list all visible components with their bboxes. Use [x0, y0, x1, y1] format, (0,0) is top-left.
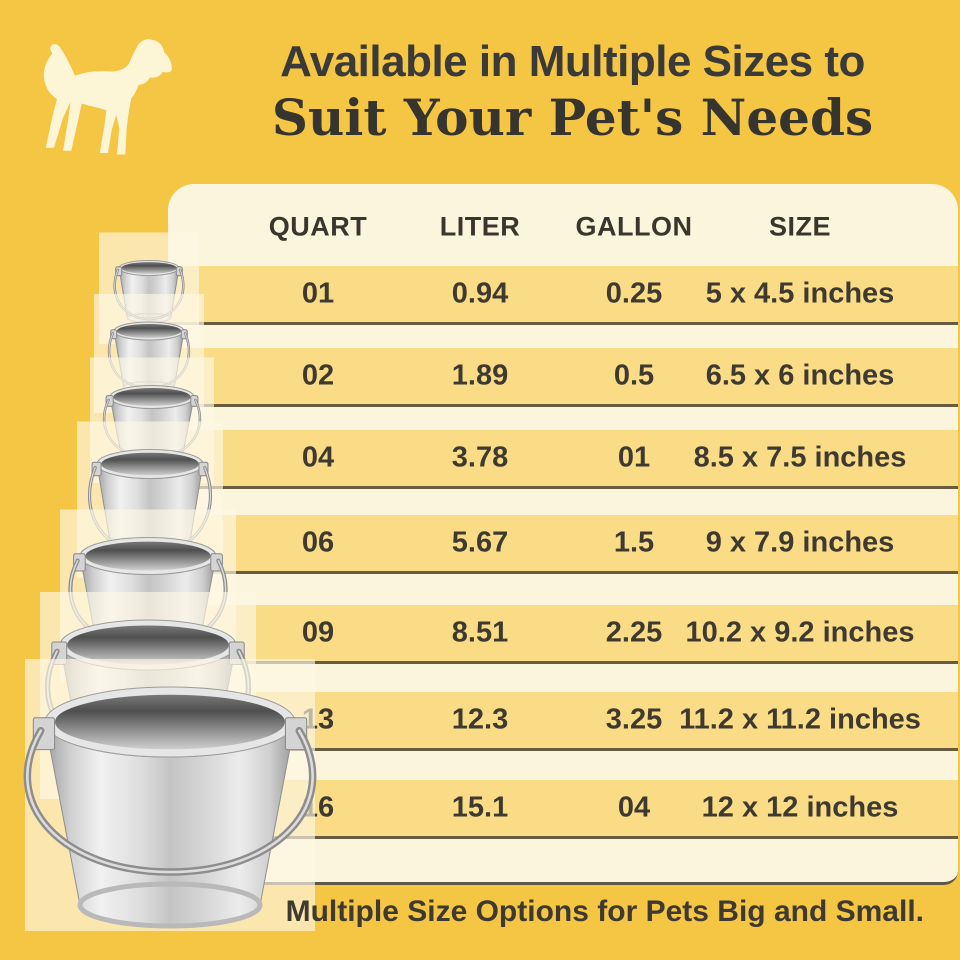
cell-gallon: 01	[617, 441, 651, 474]
cell-size: 10.2 x 9.2 inches	[685, 616, 915, 649]
cell-liter: 5.67	[451, 526, 509, 559]
cell-gallon: 3.25	[605, 703, 663, 736]
size-table-panel: QUART LITER GALLON SIZE 01 0.94 0.25 5 x…	[168, 184, 958, 885]
table-row: 06 5.67 1.5 9 x 7.9 inches	[168, 515, 958, 574]
title-line-1: Available in Multiple Sizes to	[280, 37, 865, 86]
column-header-gallon: GALLON	[575, 211, 693, 242]
cell-quart: 02	[301, 359, 335, 392]
cell-quart: 04	[301, 441, 335, 474]
cell-gallon: 04	[617, 791, 651, 824]
title-line-2: Suit Your Pet's Needs	[271, 88, 874, 147]
cell-size: 12 x 12 inches	[701, 791, 899, 824]
cell-size: 8.5 x 7.5 inches	[693, 441, 907, 474]
footer-caption: Multiple Size Options for Pets Big and S…	[285, 895, 924, 928]
cell-gallon: 2.25	[605, 616, 663, 649]
table-row: 04 3.78 01 8.5 x 7.5 inches	[168, 430, 958, 489]
cell-quart: 09	[301, 616, 335, 649]
cell-quart: 01	[301, 277, 335, 310]
cell-size: 5 x 4.5 inches	[705, 277, 895, 310]
cell-liter: 3.78	[451, 441, 509, 474]
title-block: Available in Multiple Sizes to Suit Your…	[185, 34, 960, 147]
cell-liter: 15.1	[451, 791, 509, 824]
table-row: 01 0.94 0.25 5 x 4.5 inches	[168, 266, 958, 325]
cell-liter: 1.89	[451, 359, 509, 392]
cell-gallon: 0.5	[613, 359, 655, 392]
table-row: 02 1.89 0.5 6.5 x 6 inches	[168, 348, 958, 407]
cell-liter: 0.94	[451, 277, 509, 310]
cell-quart: 06	[301, 526, 335, 559]
dog-icon	[43, 39, 172, 155]
cell-size: 9 x 7.9 inches	[705, 526, 895, 559]
cell-size: 11.2 x 11.2 inches	[679, 703, 921, 736]
cell-liter: 12.3	[451, 703, 509, 736]
table-row: 09 8.51 2.25 10.2 x 9.2 inches	[168, 605, 958, 664]
cell-liter: 8.51	[451, 616, 509, 649]
column-header-size: SIZE	[768, 211, 832, 242]
cell-gallon: 0.25	[605, 277, 663, 310]
column-header-liter: LITER	[439, 211, 521, 242]
column-header-quart: QUART	[268, 211, 368, 242]
cell-gallon: 1.5	[613, 526, 655, 559]
cell-quart: 13	[301, 703, 335, 736]
table-row: 16 15.1 04 12 x 12 inches	[168, 780, 958, 839]
cell-size: 6.5 x 6 inches	[705, 359, 895, 392]
table-header-row: QUART LITER GALLON SIZE	[168, 184, 958, 270]
table-row: 13 12.3 3.25 11.2 x 11.2 inches	[168, 692, 958, 751]
cell-quart: 16	[301, 791, 335, 824]
